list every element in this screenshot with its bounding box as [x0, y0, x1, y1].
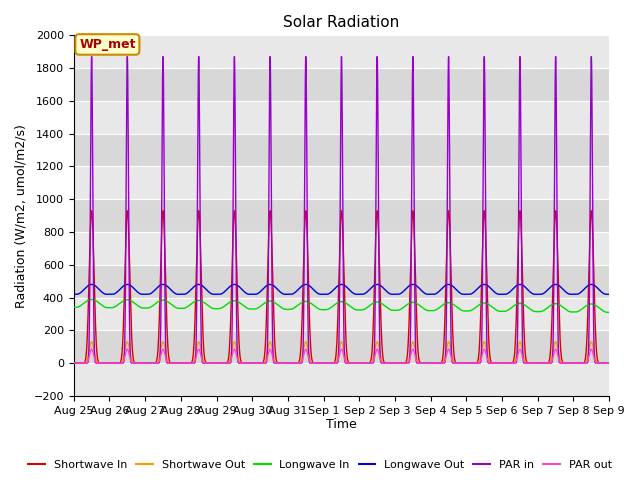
Bar — [74, 330, 609, 363]
Bar — [74, 199, 609, 232]
Bar — [74, 167, 609, 199]
Bar — [74, 232, 609, 265]
X-axis label: Time: Time — [326, 419, 357, 432]
Text: WP_met: WP_met — [79, 38, 136, 51]
Bar — [74, 101, 609, 133]
Bar — [74, 68, 609, 101]
Y-axis label: Radiation (W/m2, umol/m2/s): Radiation (W/m2, umol/m2/s) — [15, 124, 28, 308]
Bar — [74, 36, 609, 68]
Bar — [74, 298, 609, 330]
Bar — [74, 133, 609, 167]
Bar — [74, 363, 609, 396]
Bar — [74, 265, 609, 298]
Legend: Shortwave In, Shortwave Out, Longwave In, Longwave Out, PAR in, PAR out: Shortwave In, Shortwave Out, Longwave In… — [24, 456, 616, 474]
Title: Solar Radiation: Solar Radiation — [284, 15, 399, 30]
